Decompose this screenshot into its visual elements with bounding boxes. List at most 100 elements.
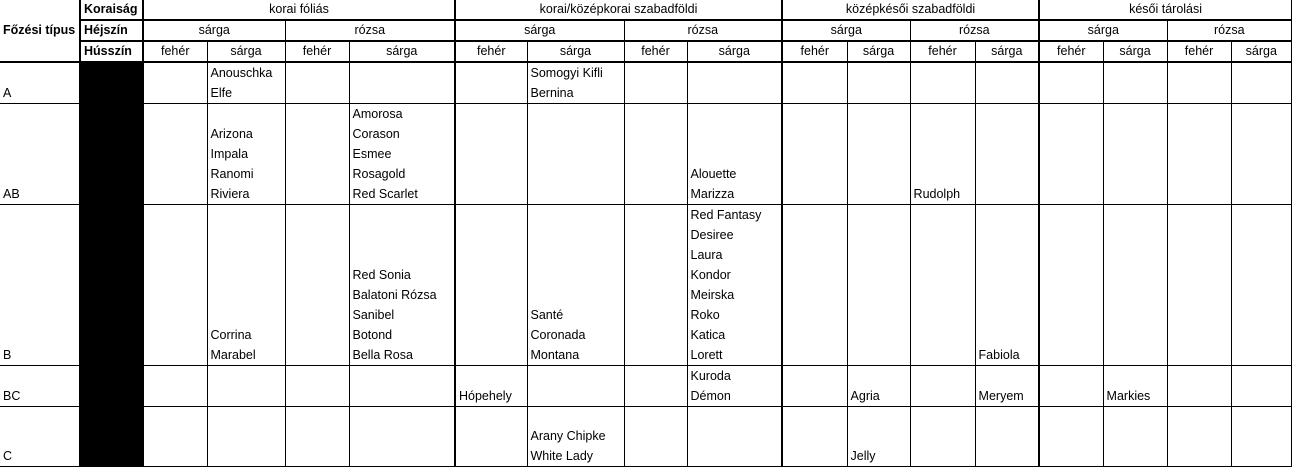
variety-cell <box>1038 61 1104 104</box>
flesh-color-header: sárga <box>1230 40 1292 63</box>
variety-cell <box>454 103 528 205</box>
variety-cell <box>142 103 208 205</box>
variety-cell <box>1166 204 1232 366</box>
variety-name: Rosagold <box>352 167 406 181</box>
variety-cell: Santé Coronada Montana <box>526 204 625 366</box>
variety-cell <box>846 103 911 205</box>
variety-name: Corrina <box>210 328 252 342</box>
header-row-earliness: Főzési típus Koraiság korai fóliás korai/… <box>0 0 1292 63</box>
variety-cell <box>781 204 848 366</box>
variety-name: Agria <box>850 389 880 403</box>
variety-cell: Hópehely <box>454 365 528 407</box>
variety-cell <box>623 406 688 467</box>
variety-cell <box>1102 406 1168 467</box>
cooking-type-cell: A <box>0 61 81 104</box>
variety-name: Meirska <box>690 288 735 302</box>
variety-cell <box>974 61 1041 104</box>
variety-name: Rudolph <box>913 187 961 201</box>
variety-cell <box>1230 103 1292 205</box>
variety-name: Kondor <box>690 268 731 282</box>
flesh-color-header: sárga <box>686 40 784 63</box>
variety-name: Anouschka <box>210 66 273 80</box>
variety-cell <box>1102 61 1168 104</box>
variety-cell: Anouschka Elfe <box>206 61 286 104</box>
cooking-type-cell: B <box>0 204 81 366</box>
skin-color-label: Héjszín <box>79 19 144 42</box>
variety-cell: Agria <box>846 365 911 407</box>
variety-cell <box>1038 103 1104 205</box>
variety-cell <box>974 103 1041 205</box>
variety-cell <box>284 61 350 104</box>
variety-name: Hópehely <box>459 389 512 403</box>
variety-name: Somogyi Kifli <box>530 66 603 80</box>
table-row: C Arany Chipke White Lady Jelly <box>0 406 1292 467</box>
variety-cell <box>909 406 976 467</box>
variety-cell <box>846 61 911 104</box>
variety-cell <box>846 204 911 366</box>
variety-cell <box>454 61 528 104</box>
variety-cell <box>781 103 848 205</box>
variety-name: Kuroda <box>690 369 731 383</box>
skin-color-header: sárga <box>781 19 911 42</box>
black-filled-column <box>79 61 144 467</box>
variety-cell: Kuroda Démon <box>686 365 784 407</box>
variety-name: Impala <box>210 147 249 161</box>
variety-name: Fabiola <box>978 348 1020 362</box>
variety-cell <box>686 406 784 467</box>
variety-name: Jelly <box>850 449 876 463</box>
variety-cell <box>781 406 848 467</box>
variety-cell <box>454 204 528 366</box>
variety-cell <box>1102 204 1168 366</box>
variety-name: Corason <box>352 127 400 141</box>
variety-name: Red Scarlet <box>352 187 418 201</box>
variety-cell <box>623 204 688 366</box>
flesh-color-header: fehér <box>1166 40 1232 63</box>
flesh-color-header: fehér <box>1038 40 1104 63</box>
variety-name: Coronada <box>530 328 586 342</box>
variety-cell <box>284 365 350 407</box>
variety-cell <box>142 61 208 104</box>
variety-name: Amorosa <box>352 107 403 121</box>
table-row: AB Arizona Impala Ranomi Riviera Amorosa Coras… <box>0 103 1292 205</box>
variety-cell: Amorosa Corason Esmee Rosagold Red Scarlet <box>348 103 456 205</box>
variety-cell: Somogyi Kifli Bernina <box>526 61 625 104</box>
earliness-group-header: korai/középkorai szabadföldi <box>454 0 784 21</box>
variety-cell <box>206 365 286 407</box>
flesh-color-header: sárga <box>1102 40 1168 63</box>
variety-name: Desiree <box>690 228 734 242</box>
variety-name: Red Sonia <box>352 268 411 282</box>
variety-cell <box>1038 406 1104 467</box>
variety-name: Roko <box>690 308 720 322</box>
variety-cell <box>623 365 688 407</box>
variety-cell: Red Sonia Balatoni Rózsa Sanibel Botond Bell… <box>348 204 456 366</box>
variety-name: Ranomi <box>210 167 254 181</box>
variety-cell <box>1166 61 1232 104</box>
variety-name: Bernina <box>530 86 574 100</box>
variety-name: Santé <box>530 308 564 322</box>
skin-color-header: rózsa <box>623 19 784 42</box>
skin-color-header: rózsa <box>284 19 456 42</box>
variety-cell <box>1166 365 1232 407</box>
variety-name: Lorett <box>690 348 723 362</box>
variety-cell <box>348 406 456 467</box>
variety-cell <box>623 103 688 205</box>
variety-cell: Markies <box>1102 365 1168 407</box>
variety-cell <box>1102 103 1168 205</box>
variety-cell <box>1230 365 1292 407</box>
flesh-color-header: fehér <box>623 40 688 63</box>
skin-color-header: rózsa <box>909 19 1041 42</box>
variety-cell <box>348 365 456 407</box>
cooking-type-cell: C <box>0 406 81 467</box>
variety-name: Markies <box>1106 389 1151 403</box>
variety-cell <box>974 406 1041 467</box>
variety-cell <box>284 406 350 467</box>
variety-cell: Alouette Marizza <box>686 103 784 205</box>
variety-name: Démon <box>690 389 731 403</box>
variety-name: Balatoni Rózsa <box>352 288 437 302</box>
variety-name: Arizona <box>210 127 253 141</box>
variety-cell: Jelly <box>846 406 911 467</box>
flesh-color-header: sárga <box>846 40 911 63</box>
variety-cell <box>909 61 976 104</box>
variety-cell <box>284 103 350 205</box>
cooking-type-header: Főzési típus <box>0 0 81 63</box>
